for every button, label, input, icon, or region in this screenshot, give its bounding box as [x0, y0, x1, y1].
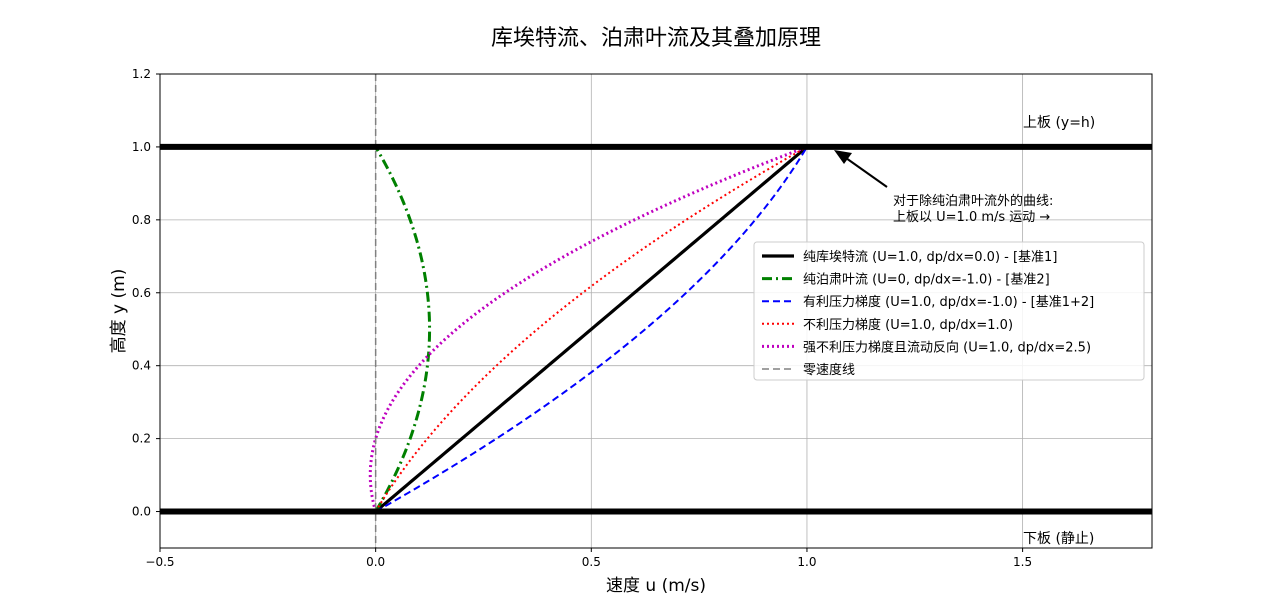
series-line-0 [374, 145, 808, 513]
series-line-2 [375, 146, 808, 513]
lower-plate-label: 下板 (静止) [1023, 531, 1094, 547]
y-tick-label: 0.8 [132, 213, 151, 227]
annotation: 对于除纯泊肃叶流外的曲线: 上板以 U=1.0 m/s 运动 → [834, 150, 1053, 225]
legend-label-4: 强不利压力梯度且流动反向 (U=1.0, dp/dx=2.5) [803, 339, 1091, 355]
y-tick-label: 0.0 [132, 505, 151, 519]
chart-title: 库埃特流、泊肃叶流及其叠加原理 [491, 26, 821, 51]
legend-label-0: 纯库埃特流 (U=1.0, dp/dx=0.0) - [基准1] [803, 249, 1057, 265]
annotation-line-1: 对于除纯泊肃叶流外的曲线: [893, 193, 1053, 209]
x-tick-label: 0.0 [366, 555, 385, 569]
series-line-1 [374, 146, 432, 513]
x-tick-label: −0.5 [145, 555, 174, 569]
y-axis-label: 高度 y (m) [109, 269, 129, 354]
legend-box [753, 241, 1145, 381]
y-tick-label: 1.0 [132, 140, 151, 154]
legend-label-1: 纯泊肃叶流 (U=0, dp/dx=-1.0) - [基准2] [803, 273, 1050, 288]
x-tick-label: 1.5 [1013, 555, 1032, 569]
curves [368, 74, 808, 548]
legend-label-2: 有利压力梯度 (U=1.0, dp/dx=-1.0) - [基准1+2] [803, 294, 1094, 310]
plot-frame [159, 73, 1153, 549]
y-tick-label: 0.2 [132, 432, 151, 446]
series-line-4 [368, 145, 808, 512]
annotation-line-2: 上板以 U=1.0 m/s 运动 → [893, 210, 1050, 225]
y-tick-label: 1.2 [132, 67, 151, 81]
x-tick-label: 1.0 [797, 555, 816, 569]
legend-label-5: 零速度线 [803, 362, 855, 378]
upper-plate-label: 上板 (y=h) [1023, 115, 1095, 131]
legend: 纯库埃特流 (U=1.0, dp/dx=0.0) - [基准1] 纯泊肃叶流 (U… [753, 241, 1145, 381]
x-axis-label: 速度 u (m/s) [606, 576, 706, 596]
x-tick-label: 0.5 [582, 555, 601, 569]
annotation-arrow-shaft [845, 157, 888, 188]
y-tick-label: 0.6 [132, 286, 151, 300]
legend-label-3: 不利压力梯度 (U=1.0, dp/dx=1.0) [803, 317, 1013, 333]
ticks: −0.5 0.0 0.5 1.0 1.5 0.0 0.2 0.4 0.6 0.8 1.0 1.2 [132, 67, 1032, 569]
plates [160, 143, 1152, 515]
y-tick-label: 0.4 [132, 359, 151, 373]
annotation-arrow-head [834, 150, 852, 164]
